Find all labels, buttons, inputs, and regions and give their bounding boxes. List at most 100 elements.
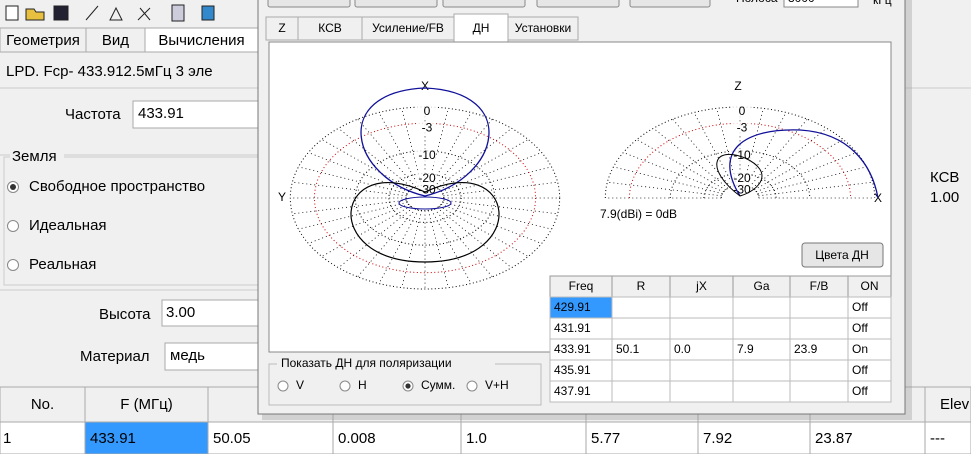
radio-button[interactable]	[7, 220, 19, 232]
cell-text: 5.77	[591, 430, 620, 447]
header-label: Elev	[940, 396, 970, 413]
label-bg	[416, 105, 436, 119]
cell[interactable]	[732, 380, 791, 403]
cell-text: 7.92	[703, 430, 732, 447]
tab-label: ДН	[473, 21, 490, 35]
height-value: 3.00	[166, 304, 195, 321]
cell[interactable]	[732, 296, 791, 319]
radio-label: H	[358, 378, 367, 392]
radio-button[interactable]	[339, 380, 351, 392]
cell[interactable]	[669, 296, 734, 319]
cell[interactable]	[207, 421, 334, 454]
cell[interactable]	[460, 421, 587, 454]
group-title: Земля	[12, 148, 57, 165]
group-title-bg	[277, 357, 495, 371]
header-label: F/B	[810, 279, 829, 293]
cell[interactable]	[669, 359, 734, 382]
cell[interactable]	[732, 317, 791, 340]
radio-button[interactable]	[7, 259, 19, 271]
pattern-curve	[350, 182, 500, 263]
cell[interactable]	[847, 380, 892, 403]
radio-button[interactable]	[277, 380, 289, 392]
cell[interactable]	[697, 421, 811, 454]
top-button[interactable]	[267, 0, 351, 8]
cell[interactable]	[809, 421, 926, 454]
top-button[interactable]	[629, 0, 711, 8]
axis-label: X	[421, 79, 429, 93]
cell[interactable]	[924, 421, 971, 454]
height-input[interactable]	[161, 299, 259, 327]
cell[interactable]	[789, 296, 849, 319]
cell[interactable]	[789, 359, 849, 382]
cell-text: 23.9	[794, 342, 818, 356]
grid-spoke	[357, 118, 416, 188]
cell-text: On	[852, 342, 868, 356]
cell-text: 50.1	[616, 342, 640, 356]
grid-spoke	[357, 208, 416, 278]
cell-text: 50.05	[213, 430, 251, 447]
cell[interactable]	[0, 421, 86, 454]
grid-spoke	[442, 201, 552, 230]
header-cell	[0, 386, 86, 423]
cell-text: Off	[852, 321, 868, 335]
header-cell	[924, 386, 971, 423]
button[interactable]	[801, 242, 884, 268]
swr-label: КСВ	[930, 169, 959, 186]
group-title-bg	[10, 148, 64, 164]
frequency-label: Частота	[65, 106, 121, 123]
tab[interactable]	[144, 27, 259, 53]
cell[interactable]	[611, 359, 671, 382]
grid-spoke	[613, 166, 723, 195]
cell[interactable]	[611, 380, 671, 403]
ring-label: -10	[418, 148, 436, 162]
pattern-curve	[398, 196, 452, 210]
cell-text: 431.91	[554, 321, 591, 335]
top-button[interactable]	[354, 0, 438, 8]
top-button[interactable]	[442, 0, 526, 8]
cell[interactable]	[611, 296, 671, 319]
cell[interactable]	[669, 380, 734, 403]
cell-text: 23.87	[815, 430, 853, 447]
bandwidth-select[interactable]	[783, 0, 859, 8]
bandwidth-value: 3000	[788, 0, 815, 5]
ring-label: -30	[418, 183, 436, 197]
tab[interactable]	[507, 16, 579, 41]
cell[interactable]	[789, 317, 849, 340]
cell-text: 429.91	[554, 300, 591, 314]
label-bg	[731, 148, 751, 163]
cell-text: ---	[930, 430, 945, 447]
cell[interactable]	[611, 317, 671, 340]
header-label: F (МГц)	[120, 396, 173, 413]
radio-label: Свободное пространство	[29, 178, 205, 195]
pattern-curve	[729, 129, 879, 199]
radio-label: Сумм.	[421, 378, 455, 392]
cell[interactable]	[669, 317, 734, 340]
swr-value: 1.00	[930, 189, 959, 206]
cell-text: 433.91	[554, 342, 591, 356]
cell[interactable]	[789, 380, 849, 403]
radio-dot	[405, 383, 411, 389]
cell-text: 435.91	[554, 363, 591, 377]
top-button[interactable]	[536, 0, 620, 8]
button-label: Цвета ДН	[815, 248, 869, 262]
radio-label: Идеальная	[29, 217, 107, 234]
tab-label: Установки	[515, 21, 571, 35]
cell[interactable]	[585, 421, 699, 454]
frequency-input[interactable]	[132, 100, 259, 129]
radio-label: Реальная	[29, 256, 96, 273]
radio-button[interactable]	[466, 380, 478, 392]
cell[interactable]	[332, 421, 462, 454]
label-bg	[731, 105, 751, 119]
label-bg	[416, 148, 436, 163]
ring-label: -3	[737, 120, 748, 134]
group-title: Показать ДН для поляризации	[281, 356, 452, 370]
cell-text: Off	[852, 384, 868, 398]
grid-spoke	[757, 166, 867, 195]
ring-label: 0	[424, 104, 431, 118]
frequency-value: 433.91	[138, 105, 184, 122]
label-bg	[731, 121, 751, 136]
grid-spoke	[672, 118, 731, 188]
material-label: Материал	[80, 348, 150, 365]
cell[interactable]	[732, 359, 791, 382]
bandwidth-label: Полоса	[736, 0, 778, 5]
